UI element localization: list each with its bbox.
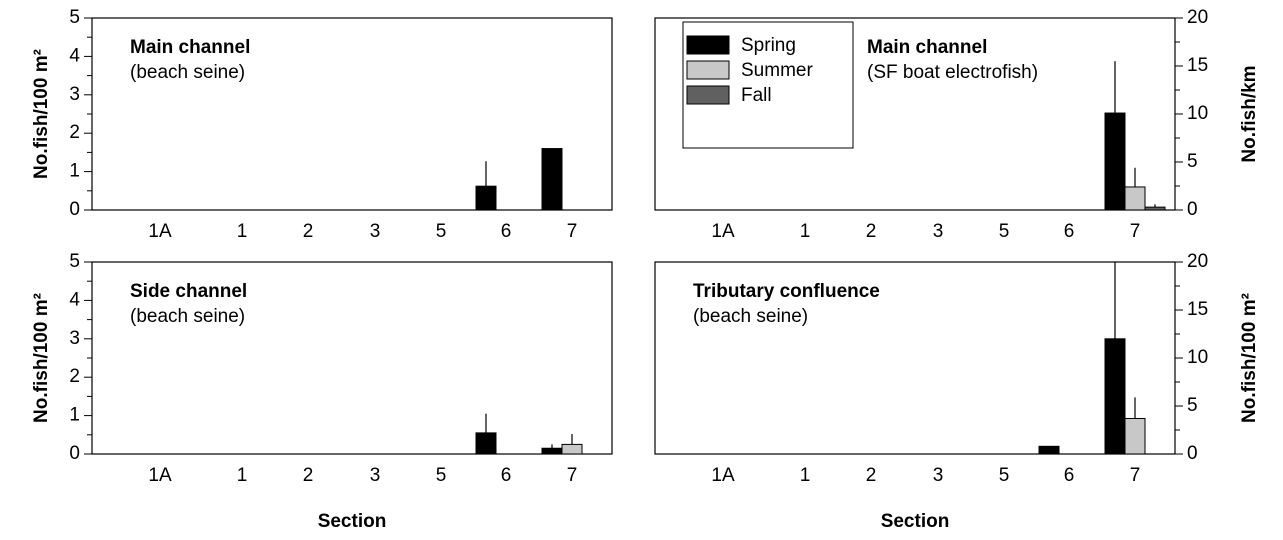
panel: 0 1 2 3 4 5 No.fish/100 m² 1A 1 2 3 5 6 7 Main channel…: [31, 7, 613, 242]
panel-subtitle: (beach seine): [130, 306, 245, 327]
y-tick-label: 5: [69, 7, 80, 28]
bar: [1144, 206, 1166, 211]
panel-title: Main channel: [130, 37, 250, 58]
x-tick-label: 6: [1064, 221, 1075, 242]
y-tick-label: 2: [69, 122, 80, 143]
panel: 0 5 10 15 20 No.fish/100 m² 1A 1 2 3 5 6 7 Tributary …: [654, 251, 1260, 532]
y-tick-label: 15: [1187, 299, 1208, 320]
legend-swatch: [686, 35, 730, 55]
y-tick-label: 5: [1187, 151, 1198, 172]
bar: [561, 443, 583, 455]
x-tick-label: 6: [1064, 465, 1075, 486]
x-tick-label: 1A: [711, 465, 735, 486]
x-tick-label: 1A: [148, 465, 172, 486]
y-tick-label: 1: [69, 405, 80, 426]
x-tick-label: 2: [866, 221, 877, 242]
legend-label: Spring: [741, 35, 796, 56]
y-tick-label: 0: [1187, 443, 1198, 464]
y-tick-label: 20: [1187, 251, 1208, 272]
y-tick-label: 2: [69, 366, 80, 387]
x-tick-label: 3: [370, 465, 381, 486]
y-tick-label: 0: [1187, 199, 1198, 220]
panel: 0 1 2 3 4 5 No.fish/100 m² 1A 1 2 3 5 6 7 Side channel…: [31, 251, 613, 532]
legend-swatch: [686, 85, 730, 105]
panel-subtitle: (beach seine): [130, 62, 245, 83]
x-tick-label: 5: [999, 465, 1010, 486]
bar: [1124, 417, 1146, 455]
x-tick-label: 3: [370, 221, 381, 242]
y-tick-label: 4: [69, 45, 80, 66]
x-tick-label: 7: [1130, 221, 1141, 242]
y-axis-label: No.fish/100 m²: [31, 49, 52, 179]
x-tick-label: 6: [501, 465, 512, 486]
x-tick-label: 2: [866, 465, 877, 486]
panel-title: Main channel: [867, 37, 987, 58]
bar: [475, 185, 497, 211]
bar: [541, 447, 563, 455]
bar: [541, 148, 563, 211]
bar: [1038, 445, 1060, 455]
x-tick-label: 3: [933, 465, 944, 486]
x-tick-label: 7: [1130, 465, 1141, 486]
x-axis-label: Section: [881, 511, 950, 532]
y-tick-label: 15: [1187, 55, 1208, 76]
y-tick-label: 4: [69, 289, 80, 310]
y-tick-label: 5: [69, 251, 80, 272]
panel-subtitle: (beach seine): [693, 306, 808, 327]
x-tick-label: 5: [436, 465, 447, 486]
y-tick-label: 3: [69, 84, 80, 105]
y-axis-label: No.fish/km: [1239, 65, 1260, 162]
x-tick-label: 5: [436, 221, 447, 242]
x-tick-label: 5: [999, 221, 1010, 242]
panel: 0 5 10 15 20 No.fish/km 1A 1 2 3 5 6 7 Main channel (S…: [654, 7, 1260, 242]
x-tick-label: 1: [237, 221, 248, 242]
x-tick-label: 1A: [711, 221, 735, 242]
legend-label: Fall: [741, 85, 772, 106]
y-tick-label: 20: [1187, 7, 1208, 28]
x-tick-label: 2: [303, 465, 314, 486]
x-tick-label: 1: [800, 465, 811, 486]
legend-label: Summer: [741, 60, 813, 81]
panel-title: Side channel: [130, 281, 247, 302]
y-tick-label: 1: [69, 161, 80, 182]
bar: [1104, 338, 1126, 455]
x-tick-label: 2: [303, 221, 314, 242]
x-tick-label: 7: [567, 221, 578, 242]
bar: [1104, 112, 1126, 211]
y-axis-label: No.fish/100 m²: [1239, 293, 1260, 423]
x-tick-label: 1: [237, 465, 248, 486]
y-axis-label: No.fish/100 m²: [31, 293, 52, 423]
y-tick-label: 0: [69, 443, 80, 464]
y-tick-label: 0: [69, 199, 80, 220]
y-tick-label: 10: [1187, 103, 1208, 124]
y-tick-label: 5: [1187, 395, 1198, 416]
x-tick-label: 1: [800, 221, 811, 242]
bar: [475, 432, 497, 455]
x-tick-label: 3: [933, 221, 944, 242]
x-tick-label: 6: [501, 221, 512, 242]
y-tick-label: 10: [1187, 347, 1208, 368]
x-tick-label: 1A: [148, 221, 172, 242]
x-axis-label: Section: [318, 511, 387, 532]
legend-swatch: [686, 60, 730, 80]
y-tick-label: 3: [69, 328, 80, 349]
panel-subtitle: (SF boat electrofish): [867, 62, 1038, 83]
x-tick-label: 7: [567, 465, 578, 486]
panel-title: Tributary confluence: [693, 281, 880, 302]
bar: [1124, 186, 1146, 211]
